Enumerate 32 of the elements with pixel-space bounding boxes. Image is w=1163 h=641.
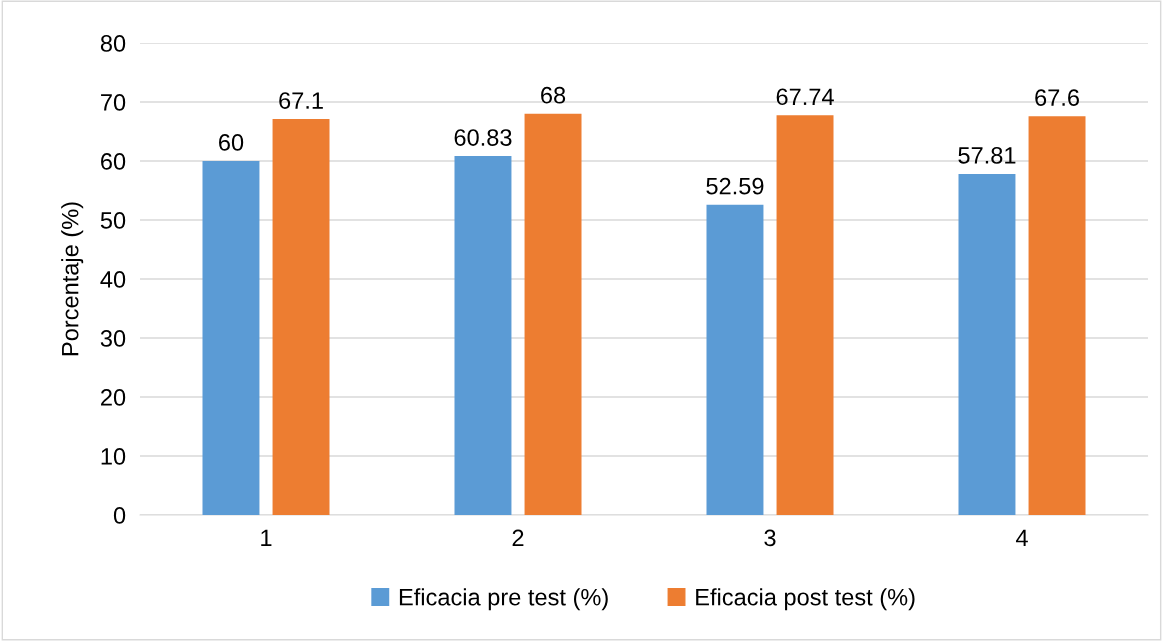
y-tick-label: 10 (101, 448, 126, 465)
y-tick-label: 0 (113, 507, 126, 524)
bar (776, 115, 834, 515)
y-tick-label: 60 (101, 153, 126, 170)
bar (202, 161, 260, 515)
data-label: 60 (219, 134, 244, 151)
y-tick-label: 40 (100, 271, 126, 288)
x-tick-label: 3 (764, 529, 776, 547)
data-label: 67.1 (279, 92, 323, 109)
data-label: 60.83 (454, 129, 512, 146)
y-tick-label: 50 (100, 212, 126, 229)
legend-label: Eficacia post test (%) (696, 588, 915, 611)
y-tick-label: 30 (100, 330, 126, 347)
data-label: 68 (541, 86, 566, 104)
data-label: 52.59 (706, 177, 764, 195)
bar (454, 156, 512, 515)
bar (272, 119, 330, 515)
x-tick-label: 4 (1015, 529, 1028, 546)
y-tick-label: 70 (101, 94, 126, 111)
data-label: 67.6 (1035, 89, 1079, 106)
y-axis-title: Porcentaje (%) (61, 202, 84, 356)
x-tick-label: 1 (261, 529, 272, 546)
data-label: 67.74 (776, 88, 834, 106)
bar (958, 173, 1016, 515)
legend-label: Eficacia pre test (%) (399, 588, 608, 611)
bar (524, 113, 582, 515)
y-tick-label: 80 (100, 35, 126, 52)
x-tick-label: 2 (512, 529, 524, 546)
bar (706, 204, 764, 515)
data-label: 57.81 (958, 146, 1016, 164)
y-tick-label: 20 (101, 389, 126, 406)
bar (1028, 116, 1086, 515)
